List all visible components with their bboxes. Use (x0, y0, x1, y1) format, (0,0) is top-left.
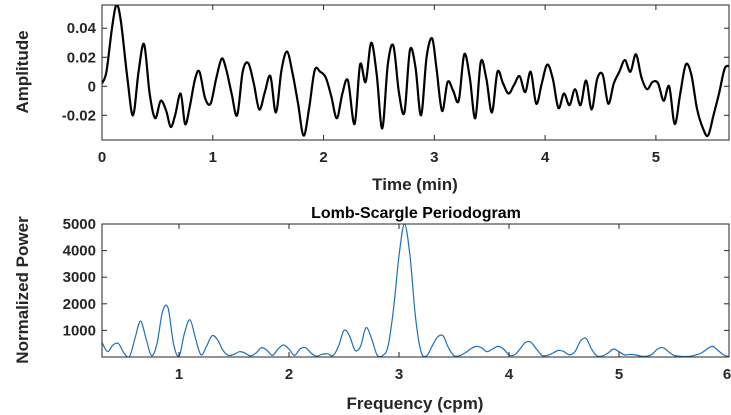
periodogram-panel: Lomb-Scargle Periodogram 1 2 3 4 5 6 5000 4000 3… (13, 205, 731, 413)
amplitude-ytick-label: 0.04 (67, 20, 97, 37)
periodogram-series-line (102, 224, 729, 357)
amplitude-ylabel: Amplitude (13, 30, 32, 113)
amplitude-ticks-group: 0 1 2 3 4 5 0.04 0.02 0 -0.02 (62, 5, 729, 166)
amplitude-ytick-label: -0.02 (62, 107, 96, 124)
periodogram-xtick-label: 1 (175, 366, 183, 383)
periodogram-xlabel: Frequency (cpm) (347, 394, 484, 413)
periodogram-series-group (102, 224, 729, 357)
amplitude-axes-box (101, 4, 730, 141)
amplitude-xlabel: Time (min) (372, 175, 458, 194)
periodogram-xtick-label: 5 (615, 366, 623, 383)
amplitude-xtick-label: 4 (541, 149, 550, 166)
amplitude-xtick-label: 3 (430, 149, 438, 166)
amplitude-xtick-label: 0 (98, 149, 106, 166)
periodogram-xtick-label: 4 (505, 366, 514, 383)
amplitude-xtick-label: 1 (209, 149, 217, 166)
periodogram-ytick-label: 4000 (63, 243, 96, 260)
periodogram-ytick-label: 3000 (63, 269, 96, 286)
amplitude-series-group (102, 5, 729, 138)
periodogram-xtick-label: 6 (723, 366, 731, 383)
periodogram-axes-box (101, 223, 730, 358)
amplitude-panel: 0 1 2 3 4 5 0.04 0.02 0 -0.02 Time (min) Amplitud… (13, 4, 730, 194)
amplitude-xtick-label: 2 (319, 149, 327, 166)
periodogram-ytick-label: 1000 (63, 322, 96, 339)
amplitude-xtick-label: 5 (652, 149, 660, 166)
periodogram-ticks-group: 1 2 3 4 5 6 5000 4000 3000 2000 1000 (63, 216, 731, 383)
amplitude-series-line (102, 5, 729, 138)
periodogram-ylabel: Normalized Power (13, 216, 32, 364)
periodogram-ytick-label: 5000 (63, 216, 96, 233)
periodogram-ytick-label: 2000 (63, 296, 96, 313)
periodogram-title: Lomb-Scargle Periodogram (311, 205, 521, 222)
periodogram-xtick-label: 2 (285, 366, 293, 383)
amplitude-ytick-label: 0.02 (67, 49, 96, 66)
amplitude-ytick-label: 0 (88, 78, 96, 95)
periodogram-xtick-label: 3 (395, 366, 403, 383)
